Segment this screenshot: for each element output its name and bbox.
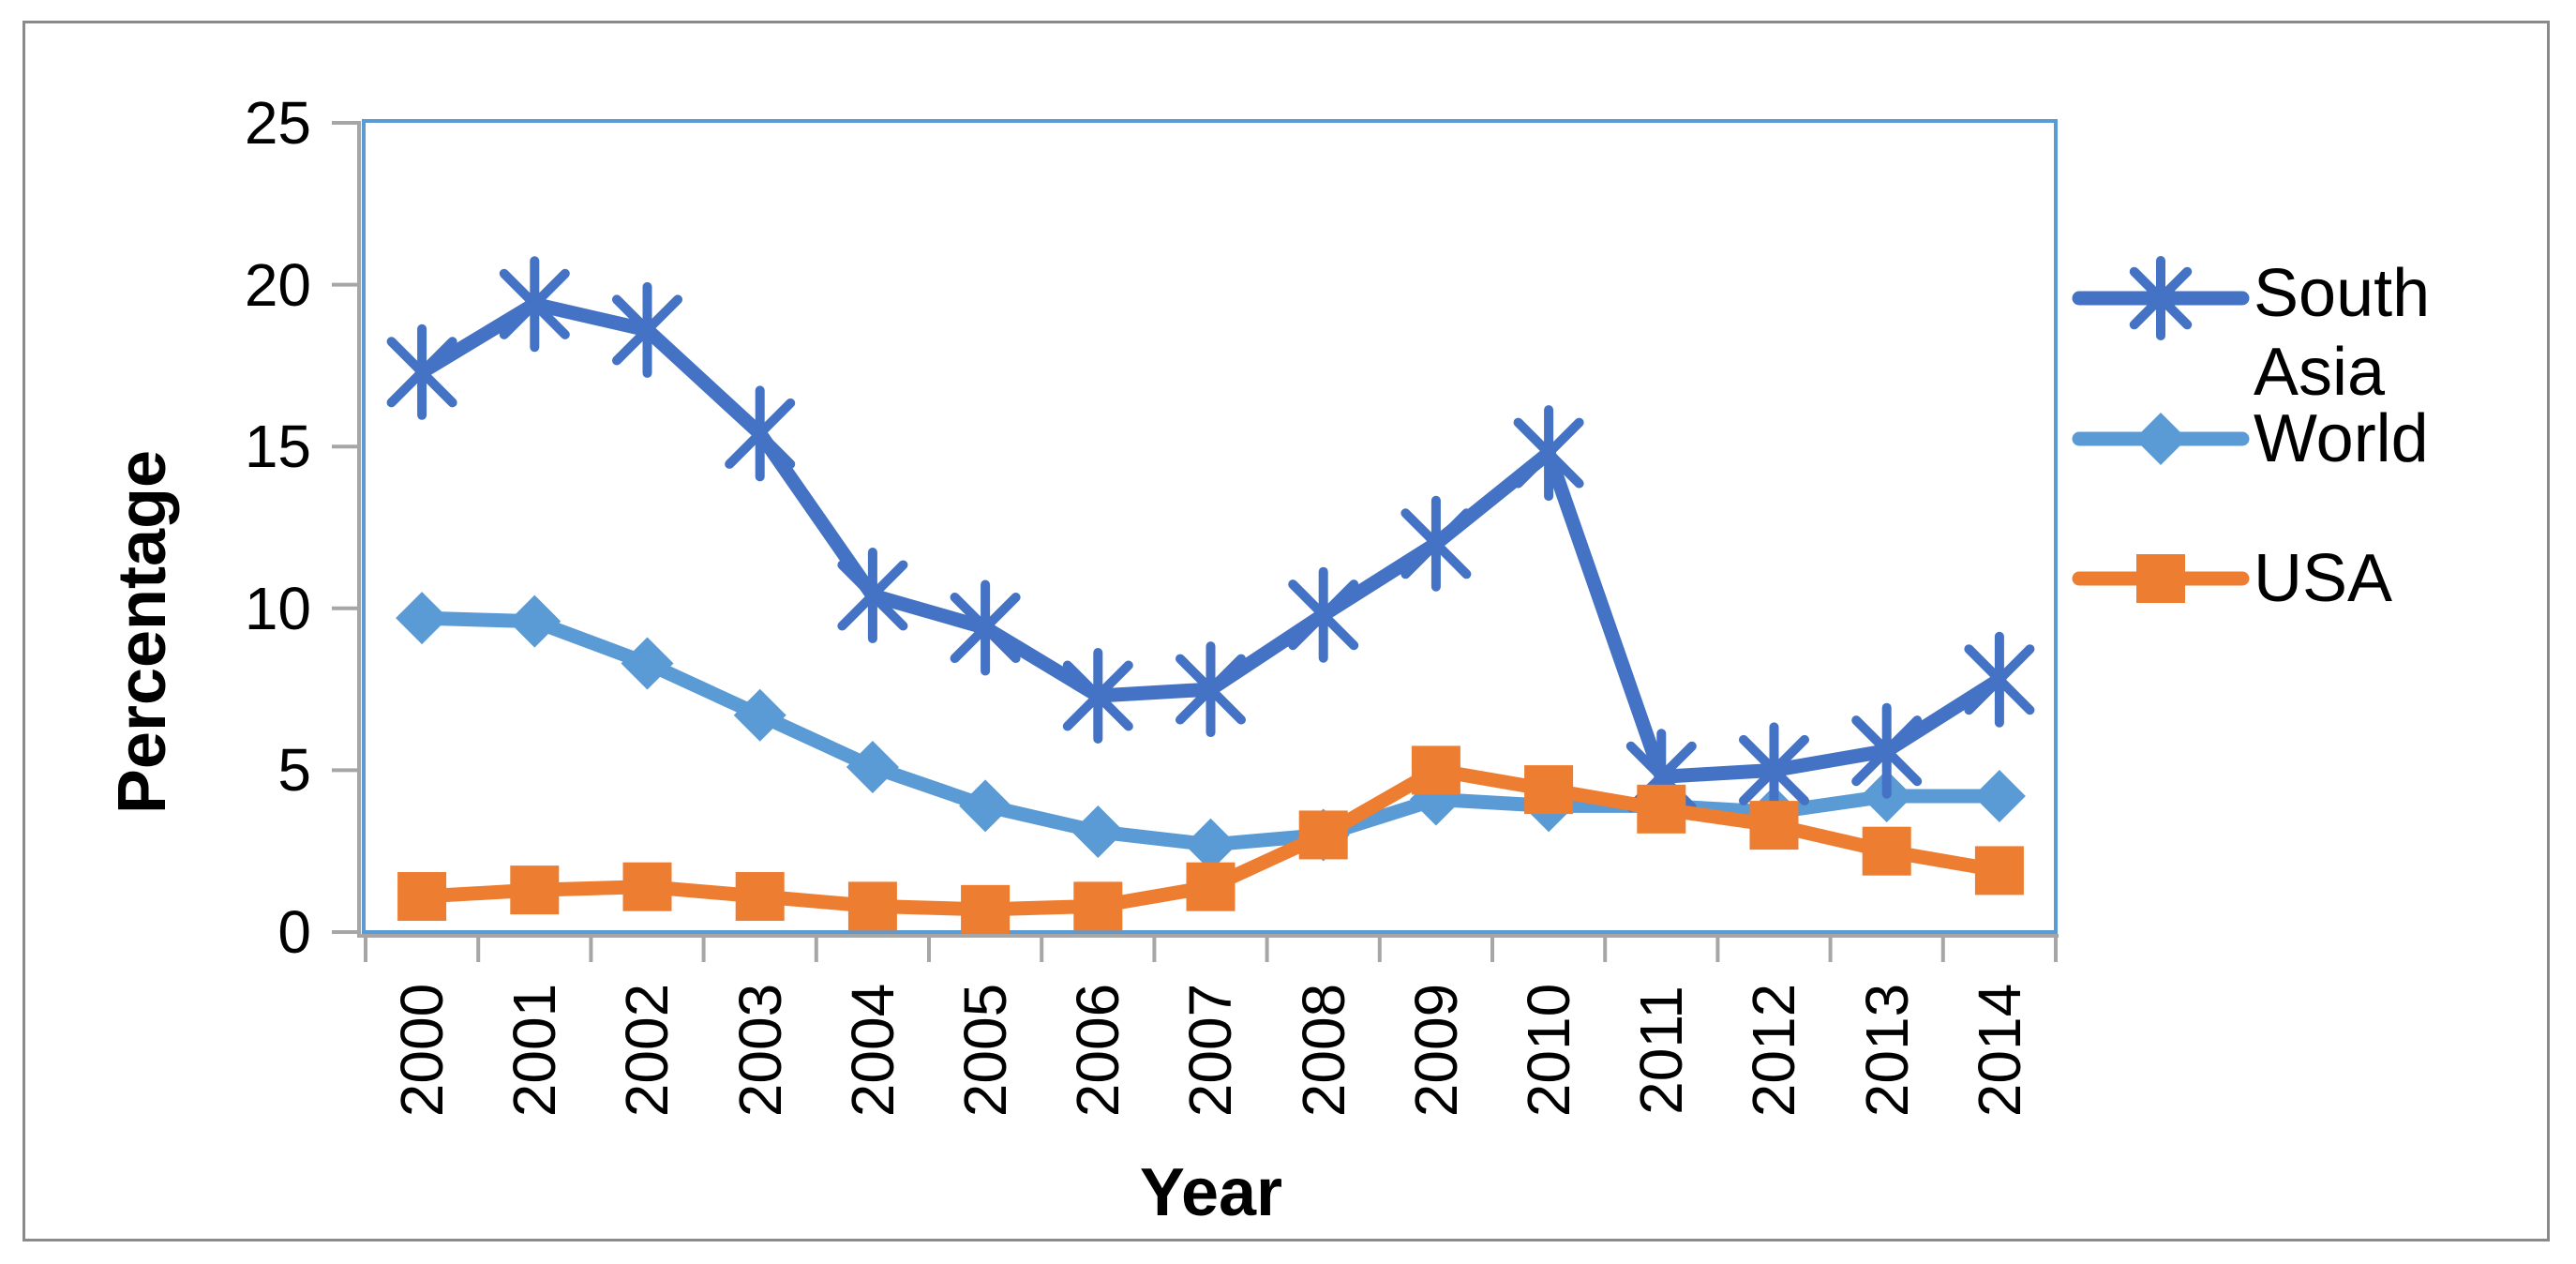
x-tick-label-2007: 2007 [1176, 983, 1244, 1118]
legend-marker-south-asia [2072, 256, 2250, 340]
x-tick-label-2000: 2000 [388, 983, 456, 1118]
axes [332, 119, 2059, 962]
x-tick-label-2008: 2008 [1290, 983, 1357, 1118]
x-tick-label-2002: 2002 [613, 983, 681, 1118]
legend-label-usa: USA [2254, 541, 2393, 616]
x-tick-label-2009: 2009 [1402, 983, 1470, 1118]
y-tick-label-0: 0 [277, 898, 311, 966]
legend-label-south-asia: South Asia [2254, 256, 2431, 410]
y-axis-title: Percentage [105, 449, 180, 815]
y-tick-label-20: 20 [244, 251, 311, 319]
series-usa [397, 745, 2024, 934]
x-tick-label-2005: 2005 [951, 983, 1019, 1118]
legend-label-world: World [2254, 401, 2429, 476]
y-tick-label-5: 5 [277, 736, 311, 804]
x-tick-label-2006: 2006 [1064, 983, 1131, 1118]
x-tick-label-2004: 2004 [839, 983, 906, 1118]
x-axis-title: Year [1139, 1155, 1283, 1230]
x-tick-label-2010: 2010 [1515, 983, 1582, 1118]
y-tick-label-10: 10 [244, 575, 311, 642]
x-tick-label-2014: 2014 [1966, 983, 2033, 1118]
legend-marker-world [2072, 413, 2250, 465]
y-tick-label-25: 25 [244, 89, 311, 157]
legend-marker-usa [2072, 554, 2250, 603]
series-south-asia [386, 256, 2035, 825]
x-tick-label-2011: 2011 [1627, 986, 1695, 1115]
x-tick-label-2013: 2013 [1853, 983, 1921, 1118]
figure-border [22, 21, 2550, 1241]
x-tick-label-2003: 2003 [726, 983, 794, 1118]
x-tick-label-2012: 2012 [1740, 983, 1807, 1118]
y-tick-label-15: 15 [244, 413, 311, 480]
x-tick-label-2001: 2001 [501, 983, 568, 1118]
